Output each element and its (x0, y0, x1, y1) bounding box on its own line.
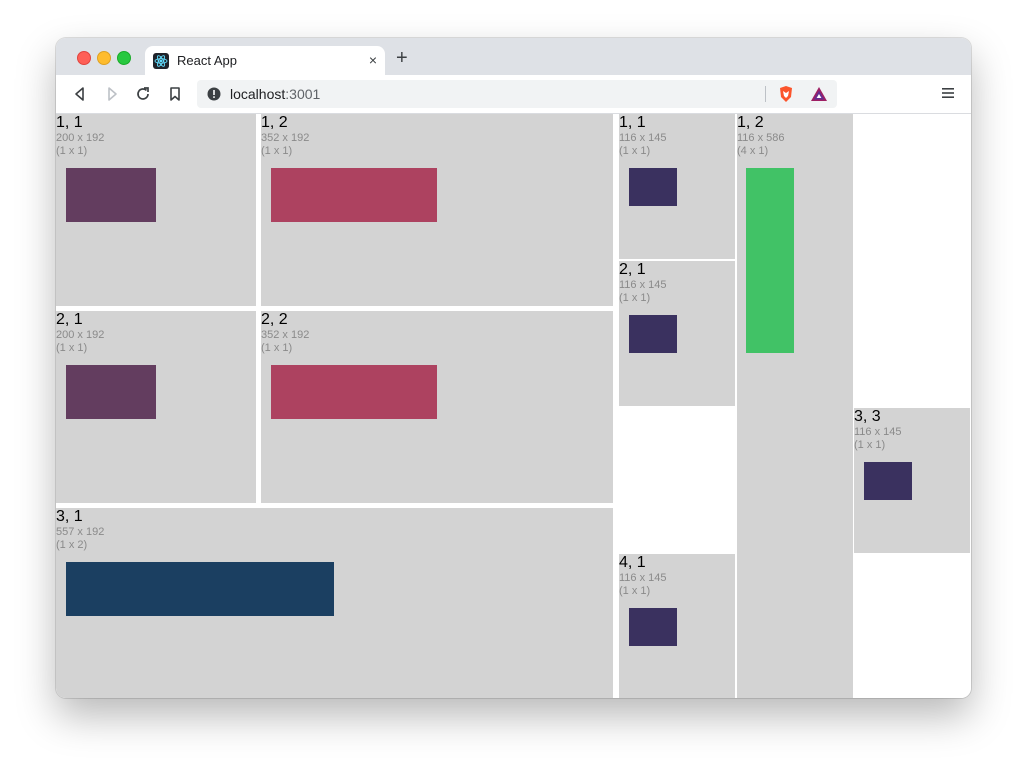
cell-position: 2, 2 (261, 311, 288, 328)
cell-span: (1 x 1) (854, 439, 886, 451)
color-block (66, 562, 334, 616)
color-block (271, 365, 437, 419)
color-block (629, 608, 677, 646)
cell-size: 116 x 586 (737, 132, 785, 144)
url-text: localhost:3001 (230, 86, 320, 102)
cell-position: 1, 1 (619, 114, 646, 131)
cell-size: 116 x 145 (619, 279, 667, 291)
forward-icon[interactable] (102, 84, 122, 104)
grid-b-cell-1-1: 1, 1 116 x 145 (1 x 1) (619, 114, 735, 259)
tab-close-icon[interactable]: × (368, 52, 377, 68)
tab-title: React App (177, 53, 237, 68)
cell-position: 1, 2 (737, 114, 764, 131)
url-port: :3001 (285, 86, 321, 102)
color-block (66, 168, 156, 222)
cell-position: 1, 2 (261, 114, 288, 131)
title-bar: React App × + (56, 38, 971, 75)
cell-position: 2, 1 (619, 261, 646, 278)
brave-rewards-icon[interactable] (810, 85, 828, 103)
toolbar: localhost:3001 (56, 75, 971, 114)
cell-position: 3, 3 (854, 408, 881, 425)
grid-cell-3-1: 3, 1 557 x 192 (1 x 2) (56, 508, 613, 698)
brave-shield-icon[interactable] (777, 85, 795, 103)
cell-position: 4, 1 (619, 554, 646, 571)
cell-span: (1 x 1) (261, 145, 293, 157)
grid-b-cell-3-3: 3, 3 116 x 145 (1 x 1) (854, 408, 970, 553)
grid-cell-2-1: 2, 1 200 x 192 (1 x 1) (56, 311, 256, 503)
grid-cell-1-2: 1, 2 352 x 192 (1 x 1) (261, 114, 613, 306)
bookmark-icon[interactable] (165, 84, 185, 104)
tab-react-app[interactable]: React App × (145, 46, 385, 75)
address-bar[interactable]: localhost:3001 (197, 80, 837, 108)
cell-size: 116 x 145 (619, 572, 667, 584)
menu-icon[interactable] (941, 86, 955, 100)
color-block (66, 365, 156, 419)
cell-position: 1, 1 (56, 114, 83, 131)
cell-position: 2, 1 (56, 311, 83, 328)
cell-size: 200 x 192 (56, 132, 105, 144)
cell-size: 200 x 192 (56, 329, 105, 341)
cell-span: (1 x 1) (56, 145, 88, 157)
grid-b-cell-2-1: 2, 1 116 x 145 (1 x 1) (619, 261, 735, 406)
close-window-button[interactable] (77, 51, 91, 65)
color-block (746, 168, 794, 353)
grid-cell-2-2: 2, 2 352 x 192 (1 x 1) (261, 311, 613, 503)
grid-cell-1-1: 1, 1 200 x 192 (1 x 1) (56, 114, 256, 306)
cell-size: 116 x 145 (854, 426, 902, 438)
new-tab-button[interactable]: + (396, 47, 408, 69)
site-info-icon[interactable] (207, 87, 221, 101)
grid-b-cell-4-1: 4, 1 116 x 145 (1 x 1) (619, 554, 735, 698)
grid-b-cell-1-2: 1, 2 116 x 586 (4 x 1) (737, 114, 853, 698)
cell-span: (1 x 2) (56, 539, 88, 551)
color-block (629, 168, 677, 206)
cell-size: 352 x 192 (261, 132, 310, 144)
cell-size: 557 x 192 (56, 526, 105, 538)
react-icon (153, 53, 169, 69)
cell-span: (1 x 1) (261, 342, 293, 354)
back-icon[interactable] (70, 84, 90, 104)
cell-size: 116 x 145 (619, 132, 667, 144)
zoom-window-button[interactable] (117, 51, 131, 65)
cell-span: (1 x 1) (619, 292, 651, 304)
page-content: 1, 1 200 x 192 (1 x 1) 1, 2 352 x 192 (1… (56, 114, 971, 698)
color-block (271, 168, 437, 222)
cell-span: (4 x 1) (737, 145, 769, 157)
url-host: localhost (230, 86, 286, 102)
reload-icon[interactable] (133, 84, 153, 104)
cell-span: (1 x 1) (619, 145, 651, 157)
minimize-window-button[interactable] (97, 51, 111, 65)
cell-size: 352 x 192 (261, 329, 310, 341)
url-divider (765, 86, 766, 102)
cell-position: 3, 1 (56, 508, 83, 525)
color-block (629, 315, 677, 353)
cell-span: (1 x 1) (56, 342, 88, 354)
browser-window: React App × + localhost:3001 (56, 38, 971, 698)
cell-span: (1 x 1) (619, 585, 651, 597)
color-block (864, 462, 912, 500)
